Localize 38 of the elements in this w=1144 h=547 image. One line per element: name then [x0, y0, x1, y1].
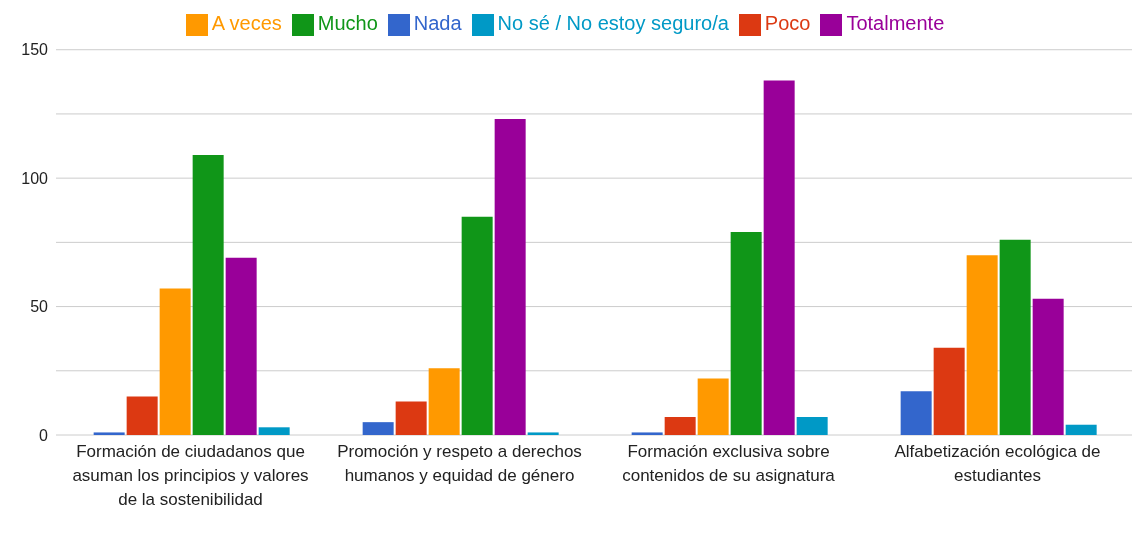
bar — [225, 257, 257, 435]
bar — [428, 368, 460, 435]
bar — [395, 401, 427, 435]
bar — [631, 432, 663, 435]
bar — [697, 378, 729, 435]
legend-label: No sé / No estoy seguro/a — [497, 12, 729, 34]
bar — [933, 347, 965, 435]
bar — [664, 417, 696, 435]
legend-label: Poco — [764, 12, 811, 34]
bar — [494, 119, 526, 435]
legend-label: Nada — [413, 12, 462, 34]
bar — [527, 432, 559, 435]
bar — [461, 216, 493, 435]
bar — [999, 239, 1031, 435]
bar — [362, 422, 394, 435]
legend-label: A veces — [211, 12, 282, 34]
x-tick-label: Alfabetización ecológica de estudiantes — [894, 442, 1101, 485]
x-tick-label: Formación de ciudadanos que asuman los principios y valores de la sostenibilidad — [72, 442, 309, 509]
y-tick-label: 150 — [21, 41, 49, 59]
bar — [730, 232, 762, 435]
bar — [763, 80, 795, 435]
legend-label: Mucho — [317, 12, 378, 34]
bar — [192, 155, 224, 435]
bar — [258, 427, 290, 435]
bar — [1065, 424, 1097, 435]
legend-label: Totalmente — [846, 12, 945, 34]
bar — [900, 391, 932, 435]
bar — [1032, 298, 1064, 435]
bar — [93, 432, 125, 435]
y-tick-label: 0 — [39, 426, 49, 444]
x-tick-label: Formación exclusiva sobre contenidos de su asignatura — [622, 442, 836, 485]
bar — [126, 396, 158, 435]
bar — [796, 417, 828, 435]
bar — [159, 288, 191, 435]
x-tick-label: Promoción y respeto a derechos humanos y equidad de género — [337, 442, 582, 485]
y-tick-label: 50 — [30, 298, 49, 316]
bar — [966, 255, 998, 435]
y-tick-label: 100 — [21, 169, 49, 187]
